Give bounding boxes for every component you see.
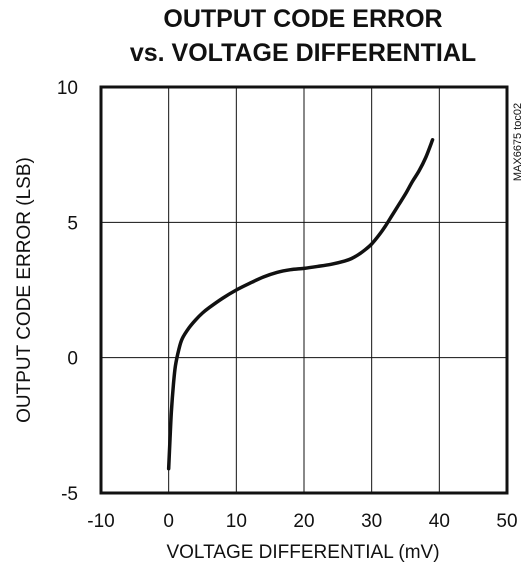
series-layer <box>166 138 435 471</box>
y-tick-label: 5 <box>67 213 78 234</box>
x-axis-label: VOLTAGE DIFFERENTIAL (mV) <box>166 542 439 563</box>
chart-title-line-1: OUTPUT CODE ERROR <box>163 5 442 33</box>
x-tick-label: 0 <box>163 511 174 532</box>
x-tick-label: 20 <box>293 511 314 532</box>
chart-title-line-2: vs. VOLTAGE DIFFERENTIAL <box>130 39 476 67</box>
y-tick-label: -5 <box>61 484 78 505</box>
x-tick-label: -10 <box>87 511 114 532</box>
x-tick-labels: -10 0 10 20 30 40 50 <box>87 511 517 532</box>
series-line <box>166 138 435 471</box>
x-tick-label: 40 <box>429 511 450 532</box>
plot-frame <box>99 85 509 495</box>
x-tick-label: 50 <box>496 511 517 532</box>
grid <box>100 86 508 494</box>
y-tick-label: 0 <box>67 349 78 370</box>
y-tick-labels: -5 0 5 10 <box>57 78 78 505</box>
y-tick-label: 10 <box>57 78 78 99</box>
figure-code: MAX6675 toc02 <box>512 103 524 181</box>
x-tick-label: 10 <box>226 511 247 532</box>
x-tick-label: 30 <box>361 511 382 532</box>
y-axis-label: OUTPUT CODE ERROR (LSB) <box>14 157 35 423</box>
